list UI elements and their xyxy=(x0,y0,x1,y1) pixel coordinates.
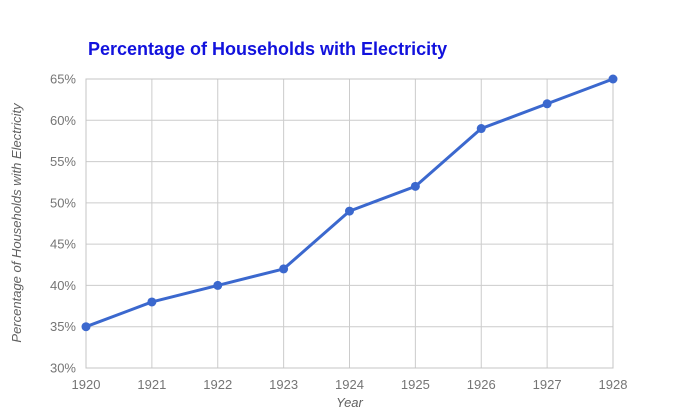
data-point xyxy=(213,280,223,290)
y-tick-label: 55% xyxy=(50,154,76,169)
tick-labels-layer: 30% 35% 40% 45% 50% 55% 60% 65% 1920 1921 1922 1923… xyxy=(50,72,627,393)
x-tick-label: 1923 xyxy=(269,377,298,392)
data-point xyxy=(410,181,420,191)
x-tick-label: 1920 xyxy=(72,377,101,392)
data-point xyxy=(608,74,618,84)
data-point xyxy=(279,264,289,274)
data-point xyxy=(542,99,552,109)
x-tick-label: 1926 xyxy=(467,377,496,392)
x-tick-label: 1927 xyxy=(533,377,562,392)
chart-title: Percentage of Households with Electricit… xyxy=(88,39,448,59)
x-tick-label: 1928 xyxy=(599,377,628,392)
y-tick-label: 60% xyxy=(50,113,76,128)
data-point xyxy=(345,206,354,216)
y-tick-label: 40% xyxy=(50,278,76,293)
gridlines-layer xyxy=(85,78,614,369)
x-tick-label: 1925 xyxy=(401,377,430,392)
y-tick-label: 65% xyxy=(50,72,76,87)
x-tick-label: 1924 xyxy=(335,377,364,392)
x-tick-label: 1921 xyxy=(137,377,166,392)
y-tick-label: 50% xyxy=(50,195,76,210)
data-point xyxy=(81,322,91,332)
x-tick-label: 1922 xyxy=(203,377,232,392)
data-point xyxy=(476,124,486,134)
data-point xyxy=(147,297,157,307)
y-tick-label: 45% xyxy=(50,237,76,252)
x-axis-title: Year xyxy=(336,395,363,410)
y-tick-label: 35% xyxy=(50,319,76,334)
y-tick-label: 30% xyxy=(50,361,76,376)
plot-border xyxy=(85,78,614,369)
y-axis-title: Percentage of Households with Electricit… xyxy=(9,102,24,343)
series-layer xyxy=(81,74,618,332)
